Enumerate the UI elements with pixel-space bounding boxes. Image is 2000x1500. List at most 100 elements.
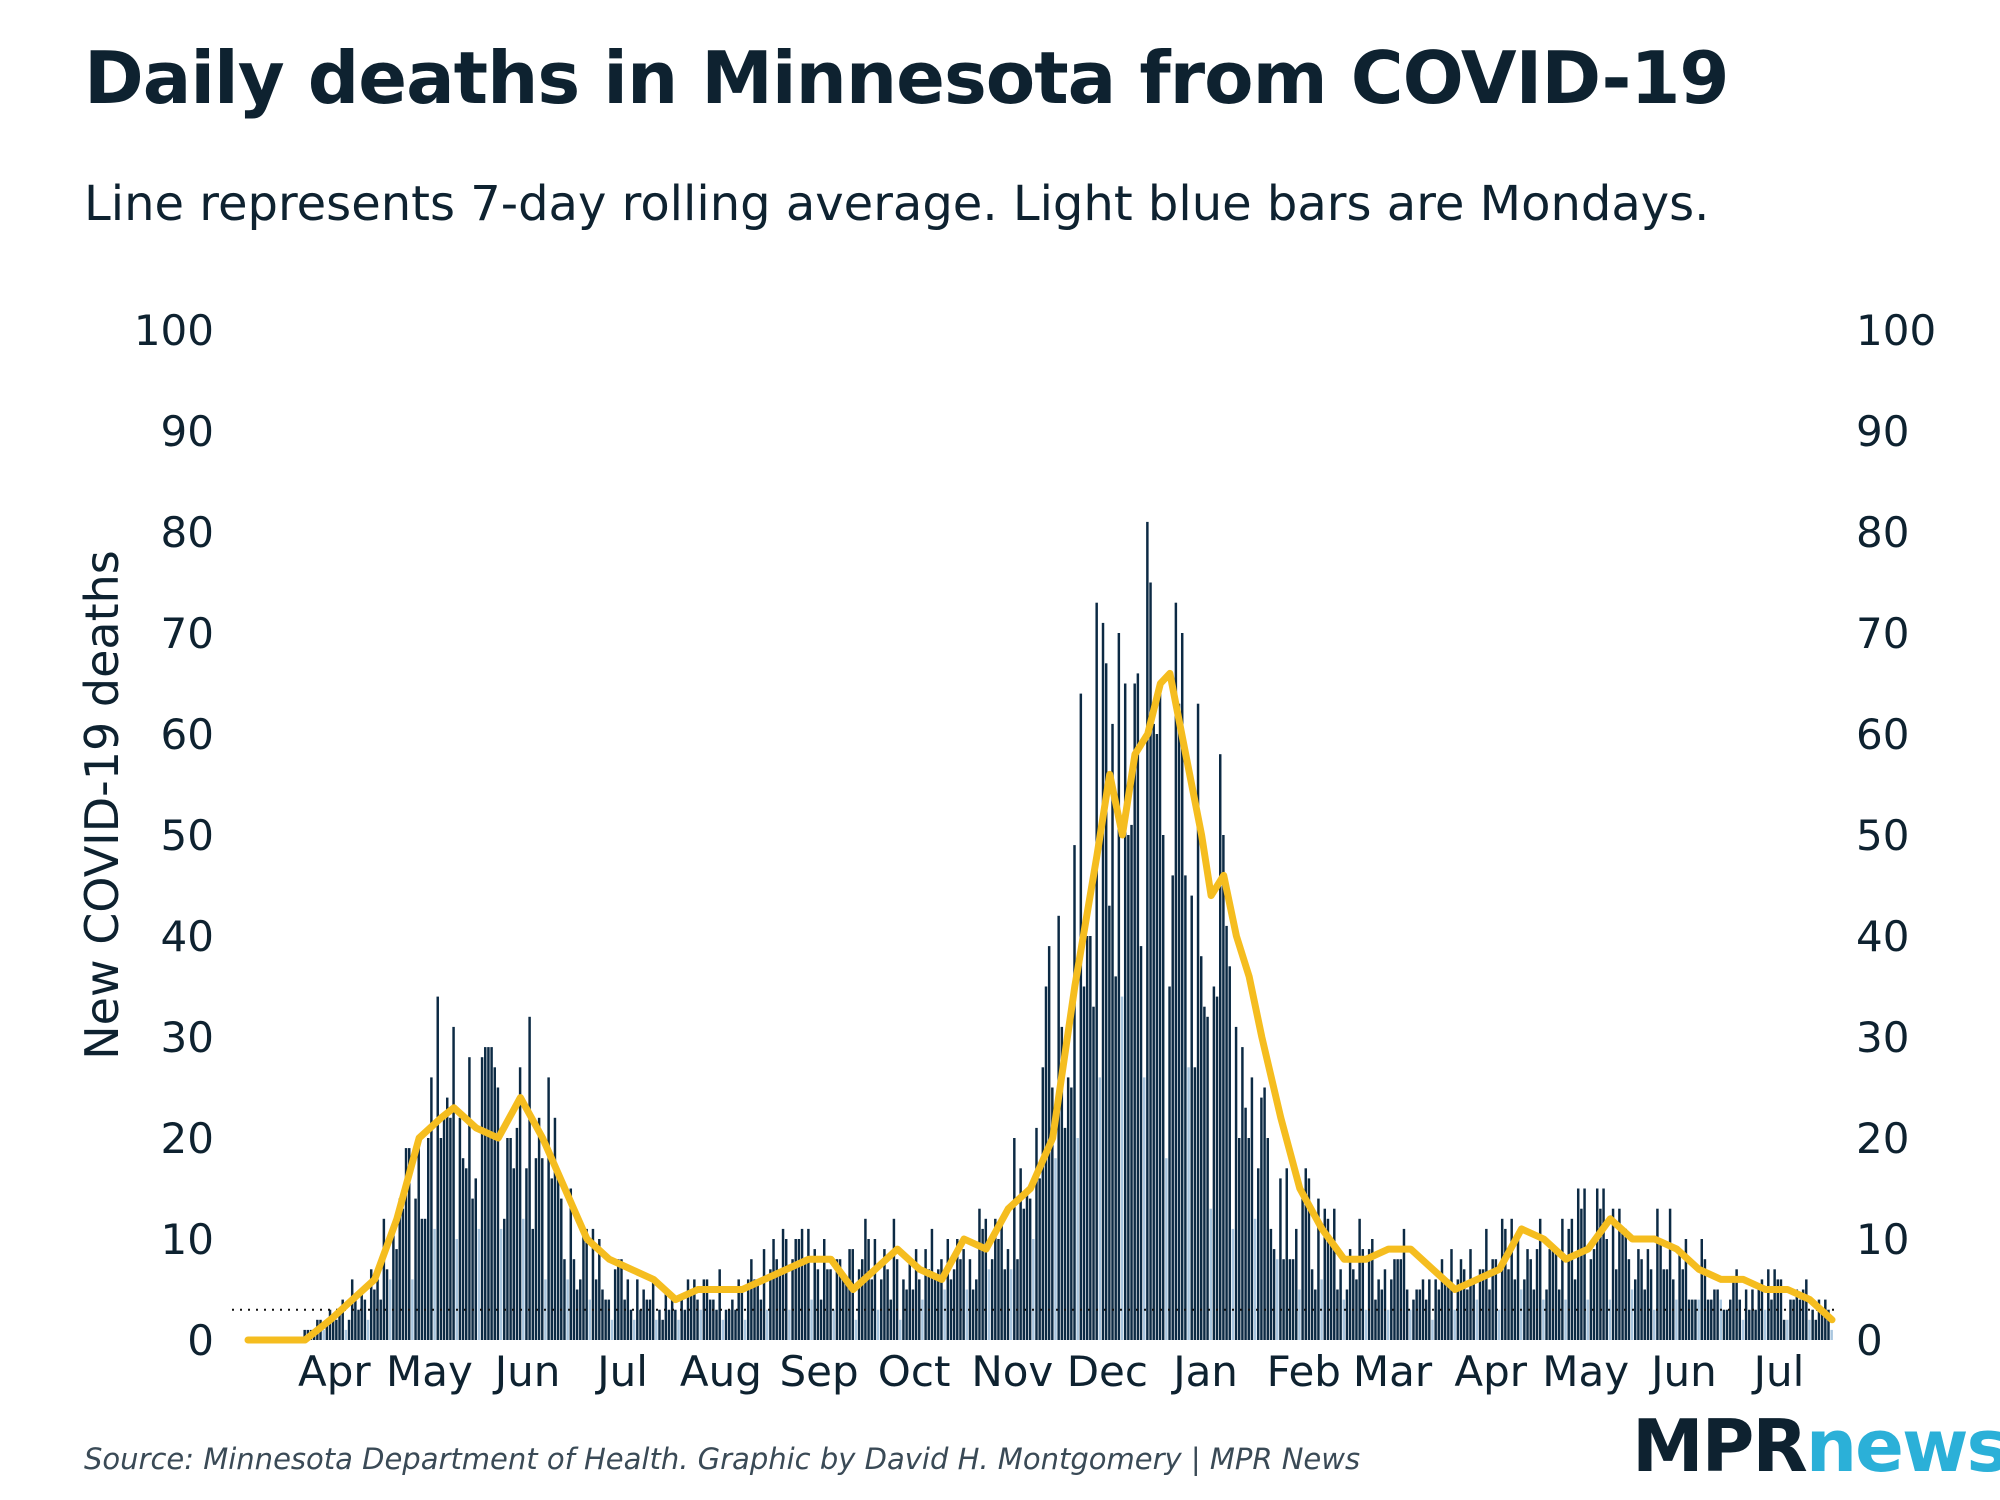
daily-bar [781, 1228, 785, 1340]
chart-subtitle: Line represents 7-day rolling average. L… [84, 176, 1710, 232]
daily-bar [1095, 602, 1098, 1340]
daily-bar [360, 1289, 363, 1340]
daily-bar [1345, 1289, 1349, 1340]
daily-bar [1374, 1299, 1377, 1340]
daily-bar [1795, 1289, 1799, 1340]
daily-bar [933, 1279, 937, 1340]
daily-bar [1022, 1208, 1026, 1340]
daily-bar [1738, 1299, 1742, 1340]
x-tick-label: Apr [298, 1347, 371, 1396]
daily-bar [664, 1289, 668, 1340]
daily-bar [1238, 1138, 1241, 1340]
daily-bar [1618, 1208, 1621, 1340]
daily-bar [661, 1319, 664, 1340]
daily-bar [952, 1269, 956, 1340]
daily-bar [1314, 1289, 1317, 1340]
daily-bar [404, 1148, 408, 1340]
monday-bar [1342, 1299, 1346, 1340]
daily-bar [1174, 602, 1178, 1340]
x-tick-label: Jul [1751, 1347, 1805, 1396]
daily-bar [430, 1077, 433, 1340]
daily-bar [1583, 1188, 1586, 1340]
monday-bar [1741, 1319, 1745, 1340]
daily-bar [579, 1279, 582, 1340]
daily-bar [689, 1289, 693, 1340]
daily-bar [325, 1319, 329, 1340]
monday-bar [1098, 1077, 1102, 1340]
daily-bar [1380, 1289, 1384, 1340]
daily-bar [1751, 1289, 1754, 1340]
monday-bar [1386, 1309, 1390, 1340]
daily-bar [642, 1289, 645, 1340]
monday-bar [1076, 1138, 1079, 1340]
daily-bar [1127, 835, 1130, 1340]
daily-bar [1244, 1107, 1247, 1340]
monday-bar [965, 1289, 969, 1340]
daily-bar [1279, 1178, 1282, 1340]
y-tick-label-right: 60 [1856, 710, 1909, 759]
y-tick-label-right: 40 [1856, 912, 1909, 961]
daily-bar [1352, 1269, 1355, 1340]
daily-bar [914, 1249, 918, 1340]
daily-bar [959, 1259, 962, 1340]
daily-bar [867, 1239, 870, 1340]
daily-bar [594, 1279, 598, 1340]
monday-bar [411, 1279, 414, 1340]
daily-bar [753, 1279, 756, 1340]
daily-bar [1367, 1249, 1371, 1340]
daily-bar [1551, 1249, 1555, 1340]
monday-bar [1409, 1309, 1412, 1340]
monday-bar [1786, 1319, 1789, 1340]
daily-bar [534, 1158, 538, 1340]
y-tick-label-left: 30 [161, 1013, 214, 1062]
daily-bar [791, 1259, 794, 1340]
daily-bar [1710, 1299, 1713, 1340]
daily-bar [1234, 1026, 1238, 1340]
daily-bar [873, 1239, 877, 1340]
daily-bar [1656, 1208, 1659, 1340]
x-tick-label: Jun [1648, 1347, 1717, 1396]
daily-bar [537, 1117, 541, 1340]
y-tick-label-left: 80 [161, 508, 214, 557]
daily-bar [769, 1269, 772, 1340]
daily-bar [1396, 1259, 1399, 1340]
daily-bar [892, 1218, 896, 1340]
daily-bar [1310, 1269, 1314, 1340]
daily-bar [439, 1138, 443, 1340]
daily-bar [1513, 1279, 1517, 1340]
daily-bar [1443, 1279, 1447, 1340]
daily-bar [861, 1259, 864, 1340]
daily-bar [1640, 1259, 1643, 1340]
daily-bar [1158, 693, 1162, 1340]
y-tick-label-right: 10 [1856, 1215, 1909, 1264]
daily-bar [800, 1228, 804, 1340]
daily-bar [1434, 1279, 1437, 1340]
daily-bar [1123, 683, 1127, 1340]
daily-bar [1805, 1279, 1808, 1340]
daily-bar [1285, 1168, 1288, 1340]
daily-bar [797, 1239, 801, 1340]
daily-bar [341, 1299, 344, 1340]
daily-bar [553, 1117, 557, 1340]
daily-bar [784, 1239, 788, 1340]
daily-bar [968, 1259, 972, 1340]
daily-bar [1111, 723, 1114, 1340]
daily-bar [385, 1269, 389, 1340]
daily-bar [1462, 1269, 1466, 1340]
daily-bar [1668, 1208, 1672, 1340]
daily-bar [924, 1249, 927, 1340]
daily-bar [1713, 1289, 1716, 1340]
monday-bar [677, 1319, 680, 1340]
daily-bar [515, 1127, 519, 1340]
daily-bar [1814, 1319, 1818, 1340]
y-axis-label: New COVID-19 deaths [75, 550, 129, 1060]
daily-bar [604, 1299, 607, 1340]
daily-bar [895, 1259, 899, 1340]
daily-bar [1025, 1188, 1029, 1340]
monday-bar [832, 1309, 835, 1340]
y-tick-label-right: 70 [1856, 609, 1909, 658]
daily-bar [693, 1279, 696, 1340]
daily-bar [525, 1168, 528, 1340]
daily-bar [1212, 986, 1216, 1340]
monday-bar [1719, 1299, 1723, 1340]
